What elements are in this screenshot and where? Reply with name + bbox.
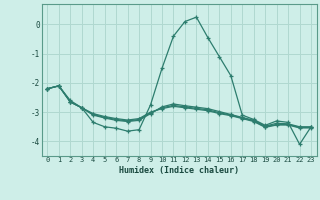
X-axis label: Humidex (Indice chaleur): Humidex (Indice chaleur) bbox=[119, 166, 239, 175]
